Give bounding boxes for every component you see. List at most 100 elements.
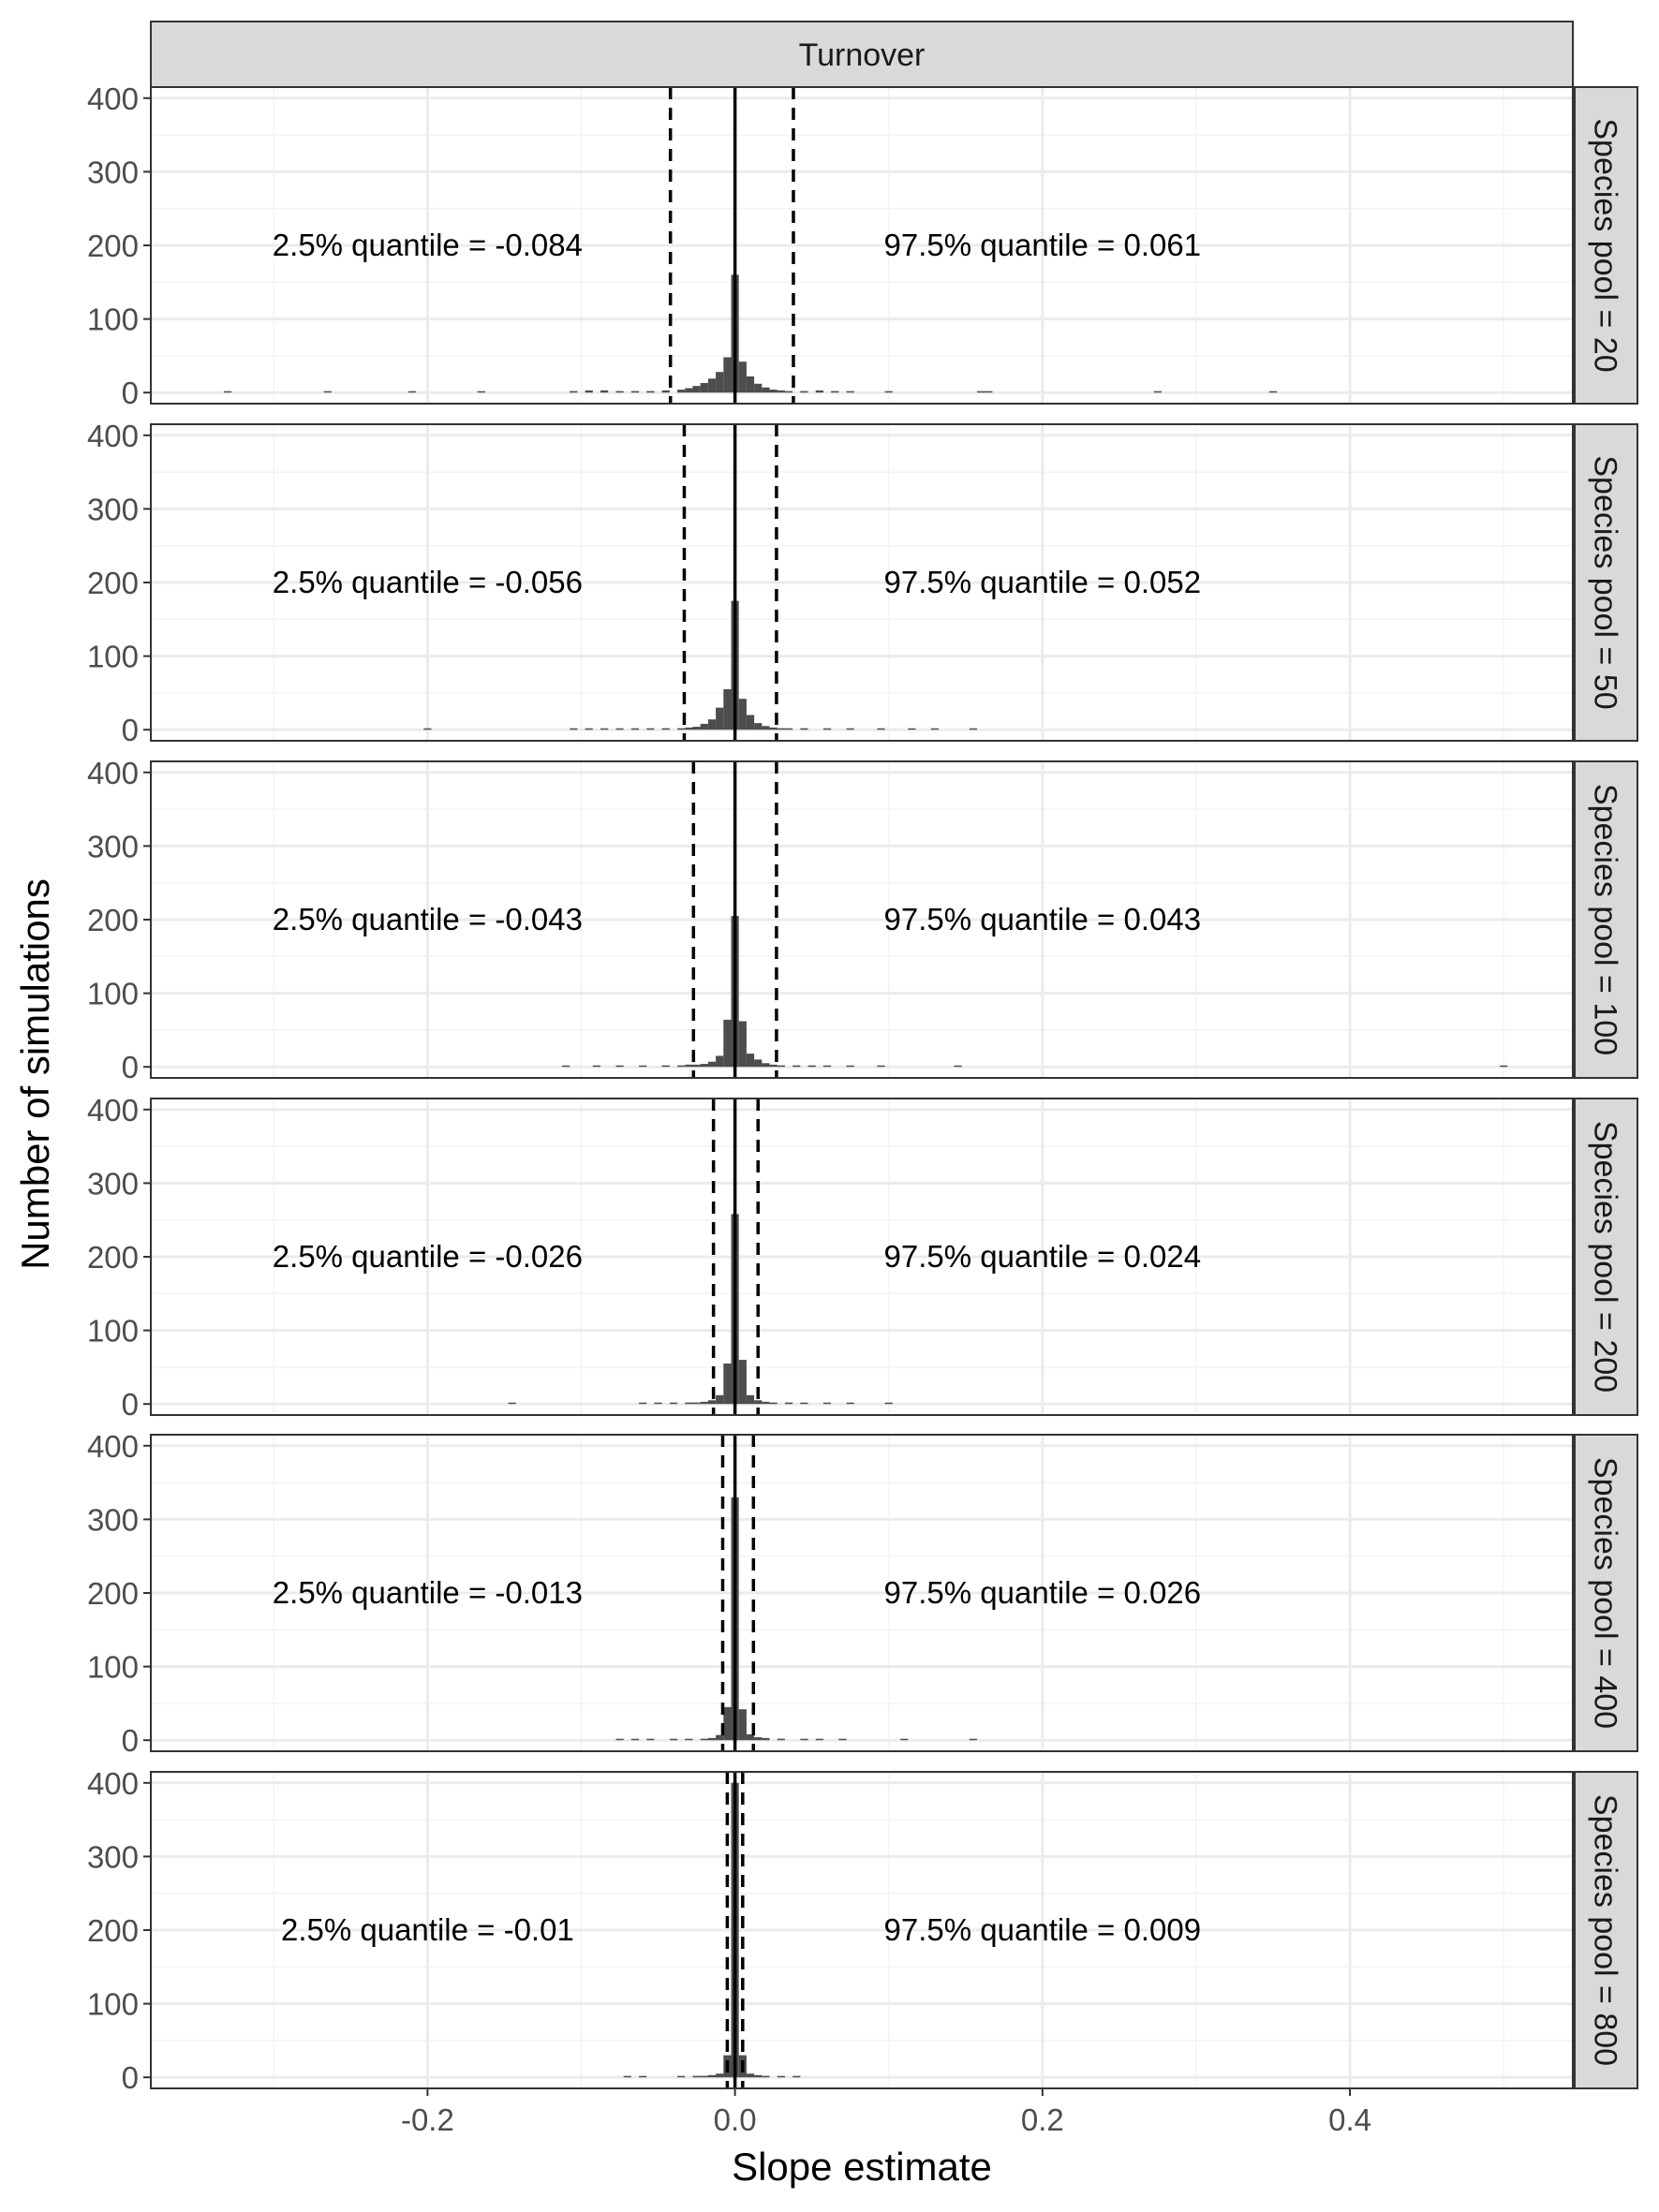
histogram-bar — [985, 391, 993, 393]
histogram-bar — [669, 1738, 678, 1741]
histogram-bar — [762, 726, 770, 730]
histogram-bar — [661, 390, 670, 393]
histogram-bar — [792, 1065, 801, 1068]
x-tick-label: 0.2 — [1021, 2102, 1064, 2137]
histogram-bar — [570, 391, 578, 393]
y-tick-label: 300 — [87, 1502, 139, 1537]
histogram-bar — [754, 2074, 763, 2078]
histogram-bar — [754, 723, 763, 730]
histogram-bar — [754, 383, 763, 393]
histogram-bar — [723, 357, 732, 393]
histogram-bar — [692, 1402, 701, 1405]
histogram-bar — [477, 391, 485, 393]
y-tick-label: 0 — [122, 713, 139, 747]
histogram-bar — [1268, 391, 1278, 393]
histogram-bar — [762, 387, 770, 393]
histogram-bar — [700, 1401, 708, 1405]
lower-quantile-label: 2.5% quantile = -0.013 — [273, 1575, 583, 1610]
histogram-bar — [777, 1738, 785, 1741]
y-tick-label: 400 — [87, 1093, 139, 1128]
histogram-bar — [707, 378, 717, 393]
histogram-bar — [738, 1709, 747, 1741]
histogram-bar — [570, 728, 578, 730]
y-tick-label: 200 — [87, 1576, 139, 1611]
histogram-bar — [692, 1064, 701, 1068]
histogram-bar — [716, 372, 724, 393]
histogram-bar — [661, 1065, 670, 1068]
histogram-bar — [738, 1360, 747, 1405]
panel-1: 2.5% quantile = -0.084 97.5% quantile = 0… — [87, 81, 1638, 410]
histogram-bar — [677, 2075, 686, 2078]
histogram-bar — [692, 386, 701, 393]
facet-strip-label: Species pool = 800 — [1588, 1794, 1623, 2066]
facet-strip-background — [1574, 1771, 1638, 2089]
lower-quantile-label: 2.5% quantile = -0.043 — [273, 902, 583, 936]
lower-quantile-label: 2.5% quantile = -0.084 — [273, 228, 583, 262]
top-strip-title: Turnover — [799, 37, 926, 73]
histogram-bar — [738, 361, 747, 393]
histogram-bar — [815, 390, 823, 393]
histogram-bar — [930, 728, 940, 730]
x-tick-label: 0.4 — [1328, 2102, 1371, 2137]
histogram-bar — [723, 688, 732, 730]
facet-strip-label: Species pool = 200 — [1588, 1121, 1623, 1393]
histogram-bar — [639, 1065, 647, 1068]
histogram-bar — [738, 1021, 747, 1068]
histogram-bar — [630, 1738, 640, 1741]
histogram-bar — [762, 1063, 770, 1068]
histogram-bar — [685, 1064, 693, 1068]
y-tick-label: 200 — [87, 1240, 139, 1275]
histogram-bar — [716, 2073, 724, 2078]
histogram-bar — [769, 1064, 778, 1068]
histogram-bar — [646, 1738, 655, 1741]
histogram-bar — [738, 699, 747, 730]
y-tick-label: 100 — [87, 302, 139, 337]
histogram-bar — [884, 391, 893, 393]
histogram-bar — [746, 2073, 755, 2078]
panel-3: 2.5% quantile = -0.043 97.5% quantile = 0… — [87, 756, 1638, 1084]
histogram-bar — [754, 1059, 763, 1068]
histogram-bar — [877, 1065, 885, 1068]
histogram-bar — [769, 390, 778, 393]
histogram-bar — [754, 1400, 763, 1405]
y-axis-title: Number of simulations — [13, 878, 57, 1270]
histogram-bar — [646, 391, 655, 393]
y-tick-label: 300 — [87, 155, 139, 189]
facet-strip-label: Species pool = 50 — [1588, 455, 1623, 709]
histogram-bar — [716, 1394, 724, 1405]
upper-quantile-label: 97.5% quantile = 0.061 — [884, 228, 1202, 262]
histogram-bar — [900, 1738, 909, 1741]
histogram-bar — [585, 728, 593, 730]
histogram-bar — [639, 2075, 647, 2078]
x-tick-label: -0.2 — [401, 2102, 454, 2137]
histogram-bar — [800, 1402, 808, 1405]
histogram-bar — [800, 728, 808, 730]
facet-strip-background — [1574, 760, 1638, 1079]
histogram-bar — [508, 1402, 516, 1405]
x-tick-label: 0.0 — [714, 2102, 757, 2137]
histogram-bar — [615, 1738, 624, 1741]
histogram-bar — [700, 1738, 708, 1741]
lower-quantile-label: 2.5% quantile = -0.01 — [281, 1912, 574, 1947]
histogram-bar — [769, 1402, 778, 1405]
panel-2: 2.5% quantile = -0.056 97.5% quantile = 0… — [87, 419, 1638, 747]
y-tick-label: 300 — [87, 829, 139, 863]
histogram-bar — [685, 388, 693, 393]
histogram-bar — [692, 727, 701, 730]
y-tick-label: 400 — [87, 1429, 139, 1464]
y-tick-label: 0 — [122, 1723, 139, 1758]
histogram-bar — [777, 728, 785, 730]
histogram-bar — [615, 391, 624, 393]
histogram-bar — [630, 391, 640, 393]
histogram-bar — [846, 1065, 854, 1068]
histogram-bar — [700, 1064, 708, 1068]
upper-quantile-label: 97.5% quantile = 0.043 — [884, 902, 1202, 936]
upper-quantile-label: 97.5% quantile = 0.009 — [884, 1912, 1202, 1947]
histogram-bar — [685, 1402, 693, 1405]
y-tick-label: 400 — [87, 419, 139, 453]
histogram-bar — [969, 728, 978, 730]
histogram-bar — [1153, 391, 1163, 393]
histogram-bar — [707, 719, 717, 730]
x-axis-title: Slope estimate — [732, 2145, 992, 2189]
histogram-bar — [716, 1055, 724, 1068]
